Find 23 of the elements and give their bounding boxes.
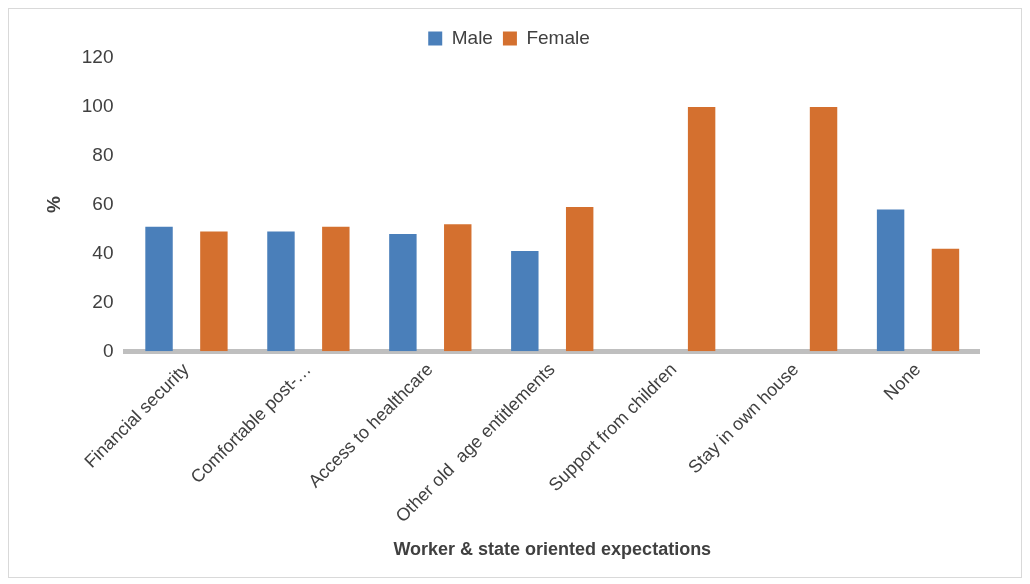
y-tick-label: 60 bbox=[92, 192, 114, 214]
legend-label: Male bbox=[451, 26, 493, 48]
y-tick-label: 0 bbox=[102, 339, 114, 361]
bar bbox=[200, 231, 228, 352]
legend-label: Female bbox=[526, 26, 590, 48]
bar bbox=[687, 106, 716, 352]
bar bbox=[565, 207, 594, 352]
y-tick-label: 80 bbox=[92, 144, 114, 165]
y-tick-label: 120 bbox=[81, 46, 114, 68]
y-tick-label: 40 bbox=[92, 241, 114, 263]
y-axis-title: % bbox=[42, 196, 64, 214]
bar bbox=[267, 231, 295, 352]
y-tick-label: 100 bbox=[81, 95, 114, 117]
bar bbox=[931, 248, 960, 352]
x-axis-title: Worker & state oriented expectations bbox=[393, 539, 712, 560]
bar bbox=[444, 224, 472, 352]
bar bbox=[145, 226, 173, 352]
bar bbox=[389, 233, 417, 352]
y-tick-label: 20 bbox=[92, 290, 114, 312]
bar bbox=[511, 251, 539, 352]
bar bbox=[809, 106, 838, 352]
bar bbox=[322, 226, 350, 352]
bar bbox=[876, 209, 905, 352]
